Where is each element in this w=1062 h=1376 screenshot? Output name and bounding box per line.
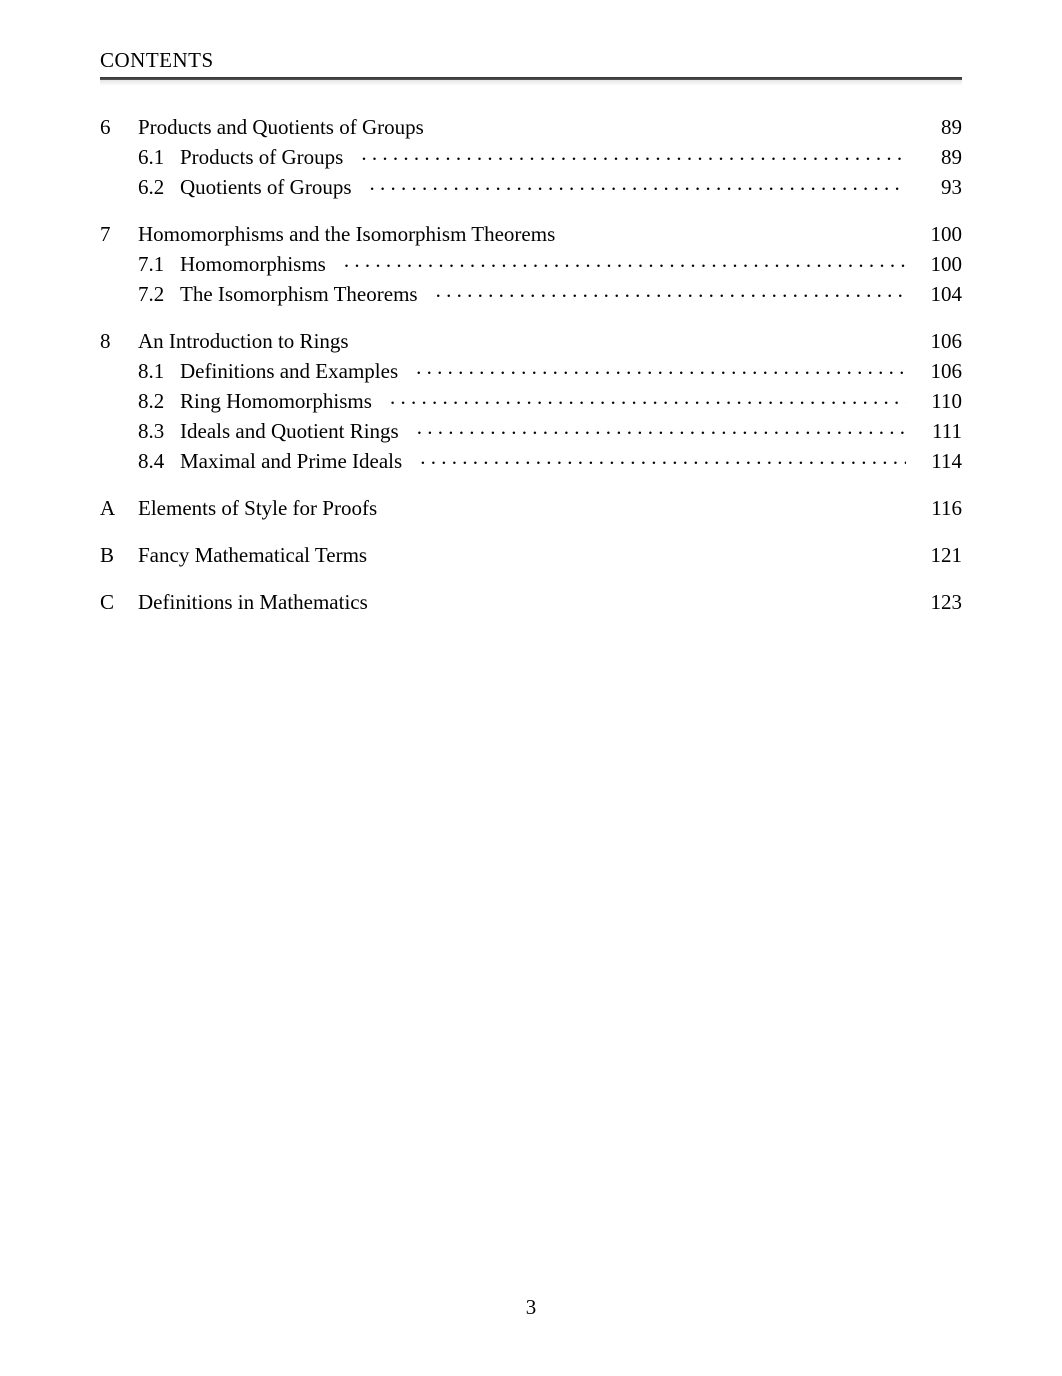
toc-chapter-row: 7 Homomorphisms and the Isomorphism Theo…: [100, 220, 962, 245]
toc-subsection-row: 8.1 Definitions and Examples 106: [100, 357, 962, 382]
toc-page-number: 110: [912, 391, 962, 412]
toc-leader: [367, 327, 906, 348]
toc-page-number: 100: [912, 254, 962, 275]
toc-page-number: 123: [912, 592, 962, 613]
toc-appendix-number-link[interactable]: A: [100, 498, 138, 519]
toc-page-number: 111: [912, 421, 962, 442]
toc-chapter-title-link[interactable]: Products and Quotients of Groups: [138, 117, 424, 138]
toc-subsection-row: 6.2 Quotients of Groups 93: [100, 173, 962, 198]
toc-chapter-row: C Definitions in Mathematics 123: [100, 588, 962, 613]
toc-section: A Elements of Style for Proofs 116: [100, 494, 962, 519]
toc-subsection-title-link[interactable]: Quotients of Groups: [180, 177, 352, 198]
toc-page-number: 89: [912, 117, 962, 138]
table-of-contents: 6 Products and Quotients of Groups 89 6.…: [100, 113, 962, 613]
toc-chapter-title-link[interactable]: An Introduction to Rings: [138, 331, 349, 352]
toc-subsection-number-link[interactable]: 8.1: [138, 361, 180, 382]
toc-subsection-row: 7.2 The Isomorphism Theorems 104: [100, 280, 962, 305]
toc-subsection-number-link[interactable]: 8.3: [138, 421, 180, 442]
toc-leader: [442, 113, 906, 134]
toc-subsection-title-link[interactable]: The Isomorphism Theorems: [180, 284, 418, 305]
toc-subsection-title-link[interactable]: Homomorphisms: [180, 254, 326, 275]
toc-chapter-row: 8 An Introduction to Rings 106: [100, 327, 962, 352]
toc-page-number: 100: [912, 224, 962, 245]
toc-subsection-number-link[interactable]: 8.4: [138, 451, 180, 472]
toc-chapter-title-link[interactable]: Homomorphisms and the Isomorphism Theore…: [138, 224, 555, 245]
toc-section: 7 Homomorphisms and the Isomorphism Theo…: [100, 220, 962, 305]
toc-appendix-number-link[interactable]: B: [100, 545, 138, 566]
toc-subsection-number-link[interactable]: 7.2: [138, 284, 180, 305]
toc-subsection-number-link[interactable]: 8.2: [138, 391, 180, 412]
toc-subsection-row: 6.1 Products of Groups 89: [100, 143, 962, 168]
toc-leader: [344, 250, 906, 271]
toc-chapter-row: B Fancy Mathematical Terms 121: [100, 541, 962, 566]
toc-subsection-title-link[interactable]: Ideals and Quotient Rings: [180, 421, 399, 442]
toc-appendix-title-link[interactable]: Fancy Mathematical Terms: [138, 545, 367, 566]
toc-leader: [395, 494, 906, 515]
toc-page-number: 116: [912, 498, 962, 519]
toc-subsection-title-link[interactable]: Definitions and Examples: [180, 361, 398, 382]
running-head: CONTENTS: [100, 48, 962, 73]
toc-subsection-row: 8.3 Ideals and Quotient Rings 111: [100, 417, 962, 442]
toc-appendix-title-link[interactable]: Elements of Style for Proofs: [138, 498, 377, 519]
toc-page-number: 121: [912, 545, 962, 566]
toc-leader: [416, 357, 906, 378]
toc-chapter-row: A Elements of Style for Proofs 116: [100, 494, 962, 519]
toc-section: 6 Products and Quotients of Groups 89 6.…: [100, 113, 962, 198]
toc-page-number: 93: [912, 177, 962, 198]
toc-section: 8 An Introduction to Rings 106 8.1 Defin…: [100, 327, 962, 472]
toc-section: B Fancy Mathematical Terms 121: [100, 541, 962, 566]
toc-page-number: 89: [912, 147, 962, 168]
toc-chapter-row: 6 Products and Quotients of Groups 89: [100, 113, 962, 138]
toc-leader: [436, 280, 906, 301]
toc-appendix-number-link[interactable]: C: [100, 592, 138, 613]
toc-subsection-title-link[interactable]: Products of Groups: [180, 147, 343, 168]
page: CONTENTS 6 Products and Quotients of Gro…: [0, 0, 1062, 1376]
toc-page-number: 106: [912, 361, 962, 382]
toc-subsection-row: 7.1 Homomorphisms 100: [100, 250, 962, 275]
toc-subsection-title-link[interactable]: Maximal and Prime Ideals: [180, 451, 402, 472]
toc-leader: [390, 387, 906, 408]
toc-subsection-number-link[interactable]: 6.2: [138, 177, 180, 198]
toc-page-number: 106: [912, 331, 962, 352]
footer-page-number: 3: [0, 1295, 1062, 1320]
toc-page-number: 104: [912, 284, 962, 305]
toc-leader: [420, 447, 906, 468]
toc-leader: [361, 143, 906, 164]
toc-page-number: 114: [912, 451, 962, 472]
toc-leader: [417, 417, 906, 438]
toc-chapter-number-link[interactable]: 8: [100, 331, 138, 352]
toc-subsection-row: 8.2 Ring Homomorphisms 110: [100, 387, 962, 412]
toc-chapter-number-link[interactable]: 6: [100, 117, 138, 138]
toc-chapter-number-link[interactable]: 7: [100, 224, 138, 245]
header-rule: [100, 77, 962, 87]
toc-appendix-title-link[interactable]: Definitions in Mathematics: [138, 592, 368, 613]
toc-leader: [386, 588, 906, 609]
toc-leader: [370, 173, 907, 194]
toc-subsection-row: 8.4 Maximal and Prime Ideals 114: [100, 447, 962, 472]
toc-section: C Definitions in Mathematics 123: [100, 588, 962, 613]
toc-leader: [573, 220, 906, 241]
toc-subsection-title-link[interactable]: Ring Homomorphisms: [180, 391, 372, 412]
toc-subsection-number-link[interactable]: 6.1: [138, 147, 180, 168]
toc-subsection-number-link[interactable]: 7.1: [138, 254, 180, 275]
toc-leader: [385, 541, 906, 562]
